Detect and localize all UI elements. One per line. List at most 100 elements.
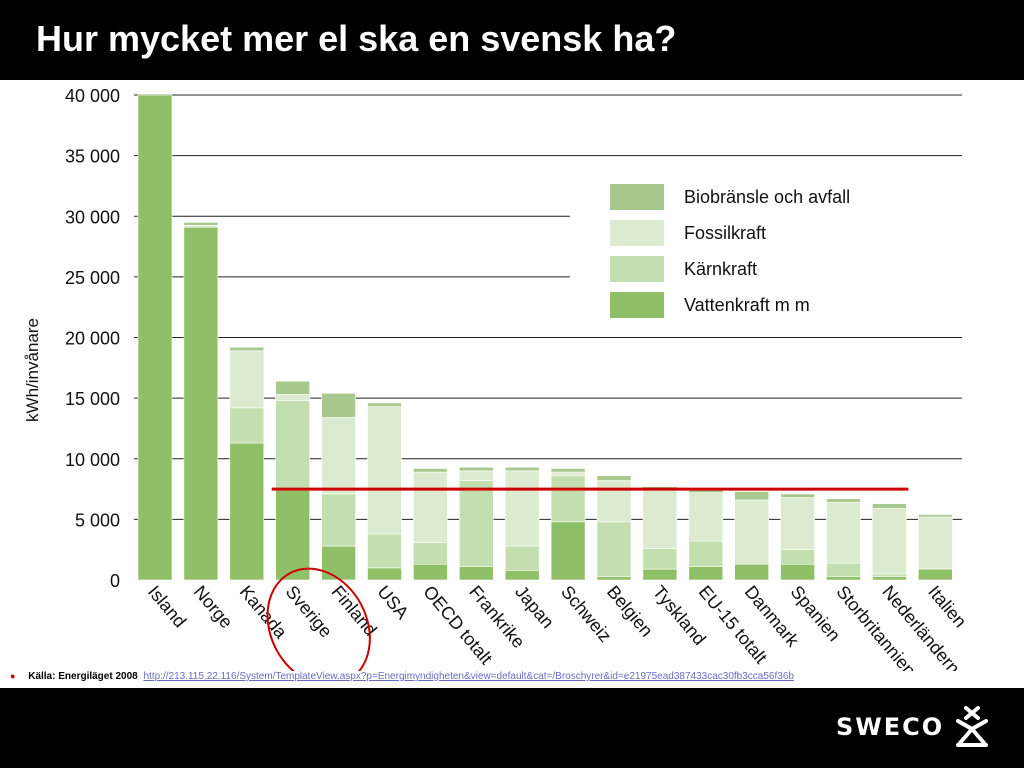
bar-segment (229, 346, 265, 352)
bar-segment (688, 492, 724, 542)
x-tick-label: Norge (190, 582, 237, 632)
y-tick-label: 0 (110, 571, 120, 591)
bar-segment (413, 542, 448, 565)
source-label: Källa: Energiläget 2008 (28, 671, 138, 682)
bar-segment (458, 466, 494, 472)
y-axis-label: kWh/invånare (23, 318, 42, 422)
bar-segment (504, 545, 540, 571)
bar-segment (275, 400, 311, 491)
bar-segment (780, 563, 815, 581)
sweco-mark-icon (956, 706, 989, 747)
bar-segment (780, 497, 815, 550)
bar-segment (596, 576, 632, 581)
highlight-circle (266, 567, 371, 671)
bar-segment (872, 508, 907, 575)
legend-swatch (610, 220, 664, 246)
bar-segment (183, 222, 219, 226)
chart: 0 5 000 10 000 15 000 20 000 25 000 30 000 35 0… (23, 86, 971, 671)
bar-segment (550, 475, 586, 523)
legend-swatch (610, 292, 664, 318)
bar-segment (688, 540, 724, 567)
bar-segment (504, 466, 540, 472)
bar-segment (550, 471, 586, 477)
bar-segment (734, 491, 770, 501)
legend-swatch (610, 184, 664, 210)
bar-segment (504, 470, 540, 547)
y-tick-label: 40 000 (65, 86, 120, 106)
bar-segment (550, 468, 586, 473)
bar-segment (321, 493, 356, 547)
bar-segment (917, 514, 953, 518)
y-tick-label: 5 000 (75, 510, 120, 530)
bar-segment (917, 516, 953, 570)
x-tick-label: Island (144, 582, 190, 632)
bar-segment (458, 480, 494, 567)
source-line: ● Källa: Energiläget 2008 http://213.115… (10, 671, 1020, 687)
legend-label: Fossilkraft (684, 223, 766, 243)
y-tick-label: 25 000 (65, 268, 120, 288)
bar-segment (642, 489, 678, 549)
bar-segment (183, 226, 219, 581)
legend-label: Biobränsle och avfall (684, 187, 850, 207)
bar-segment (413, 468, 448, 473)
bar-segment (458, 470, 494, 481)
x-tick-label: Kanada (236, 582, 292, 643)
bar-segment (321, 417, 356, 495)
bar-segment (321, 545, 356, 581)
bar-segment (826, 502, 861, 564)
bar-segment (275, 380, 311, 395)
y-tick-label: 20 000 (65, 329, 120, 349)
bar-segment (596, 480, 632, 523)
bar-segment (872, 576, 907, 581)
y-tick-label: 30 000 (65, 207, 120, 227)
bar-segment (367, 533, 402, 569)
y-tick-label: 10 000 (65, 450, 120, 470)
bar-segment (413, 563, 448, 581)
bar-segment (275, 489, 311, 581)
bar-segment (917, 568, 953, 581)
bar-segment (367, 406, 402, 535)
bar-segment (826, 498, 861, 503)
bar-segment (229, 442, 265, 581)
bar-segment (321, 392, 356, 418)
bar-segment (642, 568, 678, 581)
y-tick-label: 35 000 (65, 147, 120, 167)
bar-segment (826, 562, 861, 577)
title-bar: Hur mycket mer el ska en svensk ha? (0, 0, 1024, 80)
bar-segment (229, 407, 265, 444)
legend-swatch (610, 256, 664, 282)
grid-lines (134, 94, 962, 520)
bar-segment (734, 499, 770, 565)
bar-segment (872, 503, 907, 509)
x-tick-label: USA (373, 582, 412, 623)
bar-segment (137, 94, 173, 581)
y-tick-label: 15 000 (65, 389, 120, 409)
bar-segment (367, 402, 402, 407)
legend-label: Kärnkraft (684, 259, 757, 279)
bar-segment (367, 567, 402, 581)
bar-segment (688, 566, 724, 581)
bar-segment (780, 493, 815, 498)
bar-segment (826, 576, 861, 581)
bar-segment (642, 548, 678, 570)
x-tick-label: Japan (511, 582, 558, 632)
bullet-icon: ● (10, 671, 16, 681)
x-tick-label: Finland (328, 582, 381, 640)
x-tick-label: Italien (924, 582, 970, 632)
legend: Biobränsle och avfall Fossilkraft Kärnkraf… (610, 184, 850, 318)
bar-segment (780, 549, 815, 565)
bar-segment (596, 521, 632, 577)
source-link[interactable]: http://213.115.22.116/System/TemplateVie… (143, 671, 794, 682)
bar-segment (872, 573, 907, 577)
bar-segment (596, 475, 632, 481)
bar-segment (504, 569, 540, 581)
bar-segment (229, 350, 265, 409)
legend-label: Vattenkraft m m (684, 295, 810, 315)
sweco-logo: SWECO (836, 702, 990, 752)
bar-segment (275, 394, 311, 401)
bar-segment (413, 471, 448, 543)
logo-text: SWECO (836, 713, 945, 741)
bar-segment (734, 563, 770, 581)
bar-segment (458, 566, 494, 581)
x-tick-label: Sverige (282, 582, 337, 642)
